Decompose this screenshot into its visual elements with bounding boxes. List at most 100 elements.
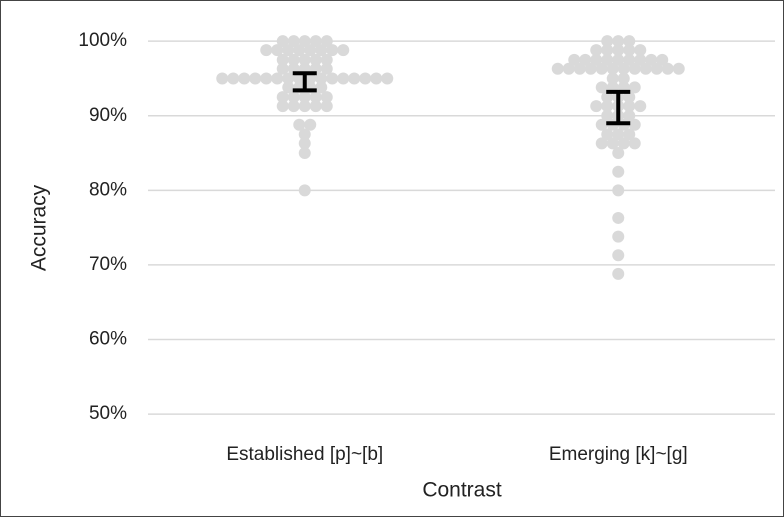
data-point: [623, 53, 636, 66]
data-point: [623, 44, 636, 57]
data-point: [628, 118, 641, 131]
data-point: [293, 72, 306, 85]
data-point: [595, 118, 608, 131]
data-point: [309, 91, 322, 104]
data-point: [309, 35, 322, 48]
data-point: [623, 109, 636, 122]
data-point: [601, 100, 614, 113]
data-point: [601, 91, 614, 104]
data-point: [612, 230, 625, 243]
data-point: [612, 44, 625, 57]
data-point: [645, 53, 658, 66]
data-point: [260, 72, 273, 85]
data-point: [337, 44, 350, 57]
data-point: [298, 35, 311, 48]
data-point: [315, 72, 328, 85]
y-tick-label: 80%: [89, 179, 127, 200]
data-point: [304, 44, 317, 57]
data-point: [276, 53, 289, 66]
data-point: [293, 44, 306, 57]
data-point: [623, 128, 636, 141]
data-point: [282, 81, 295, 94]
data-point: [282, 44, 295, 57]
data-point: [298, 137, 311, 150]
data-point: [628, 137, 641, 150]
data-point: [271, 44, 284, 57]
x-tick-label: Emerging [k]~[g]: [549, 444, 688, 465]
data-point: [370, 72, 383, 85]
data-point: [298, 53, 311, 66]
data-point: [628, 62, 641, 75]
y-tick-label: 100%: [78, 30, 127, 51]
data-point: [276, 91, 289, 104]
data-point: [326, 72, 339, 85]
data-point: [590, 100, 603, 113]
data-point: [227, 72, 240, 85]
data-point: [304, 118, 317, 131]
data-point: [315, 44, 328, 57]
data-point: [276, 35, 289, 48]
data-point: [606, 137, 619, 150]
data-point: [298, 147, 311, 160]
data-point: [595, 137, 608, 150]
data-point: [661, 62, 674, 75]
data-point: [315, 81, 328, 94]
data-point: [309, 53, 322, 66]
data-point: [612, 184, 625, 197]
data-point: [628, 81, 641, 94]
data-point: [293, 118, 306, 131]
data-point: [287, 53, 300, 66]
data-point: [326, 44, 339, 57]
data-point: [573, 62, 586, 75]
data-point: [634, 100, 647, 113]
data-point: [304, 72, 317, 85]
data-point: [617, 137, 630, 150]
data-point: [298, 100, 311, 113]
data-point: [634, 53, 647, 66]
data-point: [579, 53, 592, 66]
data-point: [634, 44, 647, 57]
y-tick-label: 70%: [89, 254, 127, 275]
data-point: [551, 62, 564, 75]
data-point: [623, 100, 636, 113]
data-point: [320, 100, 333, 113]
data-point: [606, 72, 619, 85]
data-point: [568, 53, 581, 66]
data-point: [584, 62, 597, 75]
data-point: [672, 62, 685, 75]
data-point: [298, 128, 311, 141]
data-point: [656, 53, 669, 66]
data-point: [320, 62, 333, 75]
data-point: [639, 62, 652, 75]
data-point: [595, 81, 608, 94]
data-point: [612, 53, 625, 66]
data-point: [282, 72, 295, 85]
data-point: [287, 35, 300, 48]
data-point: [601, 35, 614, 48]
data-point: [562, 62, 575, 75]
x-axis-title: Contrast: [422, 479, 502, 502]
data-point: [287, 91, 300, 104]
data-point: [238, 72, 251, 85]
data-point: [309, 100, 322, 113]
data-point: [612, 165, 625, 178]
data-point: [612, 249, 625, 262]
data-point: [612, 128, 625, 141]
data-point: [612, 267, 625, 280]
data-point: [601, 109, 614, 122]
data-point: [298, 91, 311, 104]
y-tick-label: 90%: [89, 105, 127, 126]
y-tick-label: 50%: [89, 403, 127, 424]
data-point: [381, 72, 394, 85]
data-point: [650, 62, 663, 75]
data-point: [298, 184, 311, 197]
data-point: [320, 53, 333, 66]
data-point: [601, 44, 614, 57]
data-point: [216, 72, 229, 85]
data-point: [612, 211, 625, 224]
data-point: [612, 147, 625, 160]
data-point: [320, 91, 333, 104]
data-point: [623, 35, 636, 48]
